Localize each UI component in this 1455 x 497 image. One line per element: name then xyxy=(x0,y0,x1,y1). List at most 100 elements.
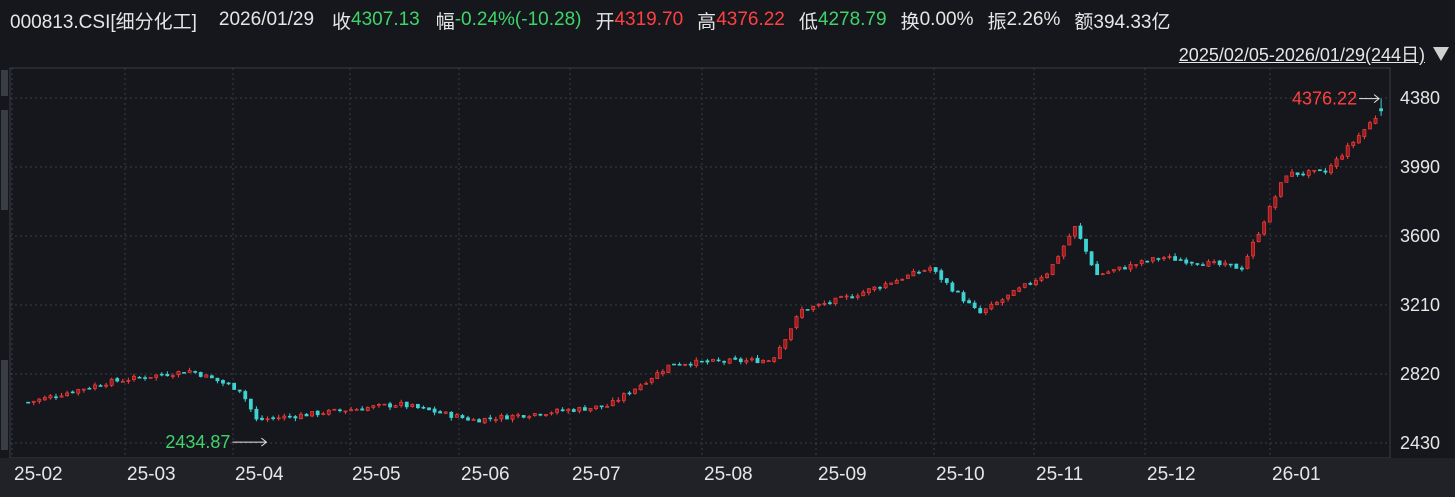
candle-body xyxy=(727,358,732,364)
side-tab[interactable] xyxy=(1,110,8,210)
candle-body xyxy=(532,413,537,416)
close-label: 收 xyxy=(332,11,352,33)
candle-body xyxy=(37,398,42,402)
candle-body xyxy=(822,303,827,305)
candle-body xyxy=(967,300,971,304)
candle-body xyxy=(26,401,31,404)
candle-body xyxy=(1212,261,1216,263)
candle-body xyxy=(861,291,866,297)
candle-body xyxy=(143,377,147,379)
candle-body xyxy=(1195,263,1200,265)
candle-body xyxy=(365,407,370,411)
candle-body xyxy=(1089,251,1094,266)
candle-body xyxy=(499,414,504,420)
candle-body xyxy=(1145,260,1150,263)
candle-body xyxy=(70,391,75,394)
candle-body xyxy=(571,409,576,412)
candle-body xyxy=(594,405,598,409)
candle-body xyxy=(516,414,521,417)
y-tick-label: 3210 xyxy=(1400,295,1440,315)
date-range-selector[interactable]: 2025/02/05-2026/01/29(244日) xyxy=(1179,40,1455,68)
candle-body xyxy=(1128,264,1133,270)
y-tick-label: 3600 xyxy=(1400,226,1440,246)
turnover-value: 0.00% xyxy=(919,9,974,30)
date-range-text[interactable]: 2025/02/05-2026/01/29(244日) xyxy=(1178,45,1425,65)
candle-body xyxy=(1184,259,1189,264)
candle-body xyxy=(978,308,983,314)
candle-body xyxy=(917,271,921,274)
candle-body xyxy=(583,407,587,411)
candle-body xyxy=(115,378,120,382)
candle-body xyxy=(878,287,882,289)
candle-body xyxy=(711,359,715,362)
candle-body xyxy=(655,372,660,379)
candle-body xyxy=(944,278,949,283)
candle-body xyxy=(349,409,353,412)
close-value: 4307.13 xyxy=(351,9,420,30)
candle-body xyxy=(555,408,559,413)
candle-body xyxy=(933,267,938,272)
candle-body xyxy=(1329,165,1333,174)
candle-body xyxy=(1067,236,1072,246)
candle-body xyxy=(750,358,754,361)
candle-body xyxy=(811,305,816,310)
change-value: -0.24%(-10.28) xyxy=(454,9,582,30)
x-tick-label: 25-08 xyxy=(704,464,753,485)
candle-body xyxy=(922,269,927,272)
candle-body xyxy=(126,380,131,382)
candle-body xyxy=(672,363,676,366)
candle-body xyxy=(1251,241,1255,257)
candle-body xyxy=(104,384,108,387)
candle-body xyxy=(716,359,721,362)
candle-body xyxy=(666,364,671,373)
candle-body xyxy=(332,408,337,411)
candle-body xyxy=(521,415,526,418)
candle-body xyxy=(187,370,192,373)
candle-body xyxy=(783,339,788,349)
candle-body xyxy=(65,392,70,397)
candle-body xyxy=(1317,169,1322,172)
candle-body xyxy=(1123,267,1127,270)
candle-body xyxy=(950,282,955,292)
candle-body xyxy=(299,413,303,420)
candle-body xyxy=(204,374,209,378)
candle-body xyxy=(1256,233,1261,243)
candle-body xyxy=(54,396,58,399)
x-tick-label: 25-03 xyxy=(127,464,176,485)
candle-body xyxy=(1217,260,1222,266)
candle-body xyxy=(427,407,431,411)
candle-body xyxy=(232,382,237,390)
high-arrow-head xyxy=(1373,94,1380,104)
triangle-down-icon[interactable] xyxy=(1433,47,1449,61)
index-code: 000813.CSI[细分化工] xyxy=(10,11,197,33)
side-tab[interactable] xyxy=(1,70,8,96)
candle-body xyxy=(1061,245,1066,257)
candle-body xyxy=(789,328,793,340)
candle-body xyxy=(31,400,36,403)
candle-body xyxy=(209,375,214,379)
candle-body xyxy=(989,303,994,310)
candlestick-chart[interactable]: 4380 3990 3600 3210 2820 2430 4376.22 2434.87 xyxy=(0,0,1455,458)
candle-body xyxy=(265,418,270,421)
side-tab[interactable] xyxy=(1,360,8,450)
open-value: 4319.70 xyxy=(614,9,684,30)
candle-body xyxy=(588,407,593,412)
candle-body xyxy=(610,400,615,407)
candle-body xyxy=(577,407,582,412)
candle-body xyxy=(1368,122,1372,130)
candle-body xyxy=(1245,256,1250,269)
candle-body xyxy=(972,302,977,309)
candle-body xyxy=(1201,264,1205,266)
candle-body xyxy=(1373,117,1378,124)
amplitude-label: 振 xyxy=(987,11,1007,33)
x-tick-label: 26-01 xyxy=(1272,464,1321,485)
candle-body xyxy=(744,360,749,363)
candle-body xyxy=(287,415,292,418)
candle-body xyxy=(1189,261,1194,264)
candle-body xyxy=(1178,259,1183,261)
candle-body xyxy=(644,383,649,385)
candle-body xyxy=(911,271,916,277)
candle-body xyxy=(638,384,643,391)
y-tick-label: 4380 xyxy=(1400,88,1440,108)
candle-body xyxy=(777,347,782,359)
